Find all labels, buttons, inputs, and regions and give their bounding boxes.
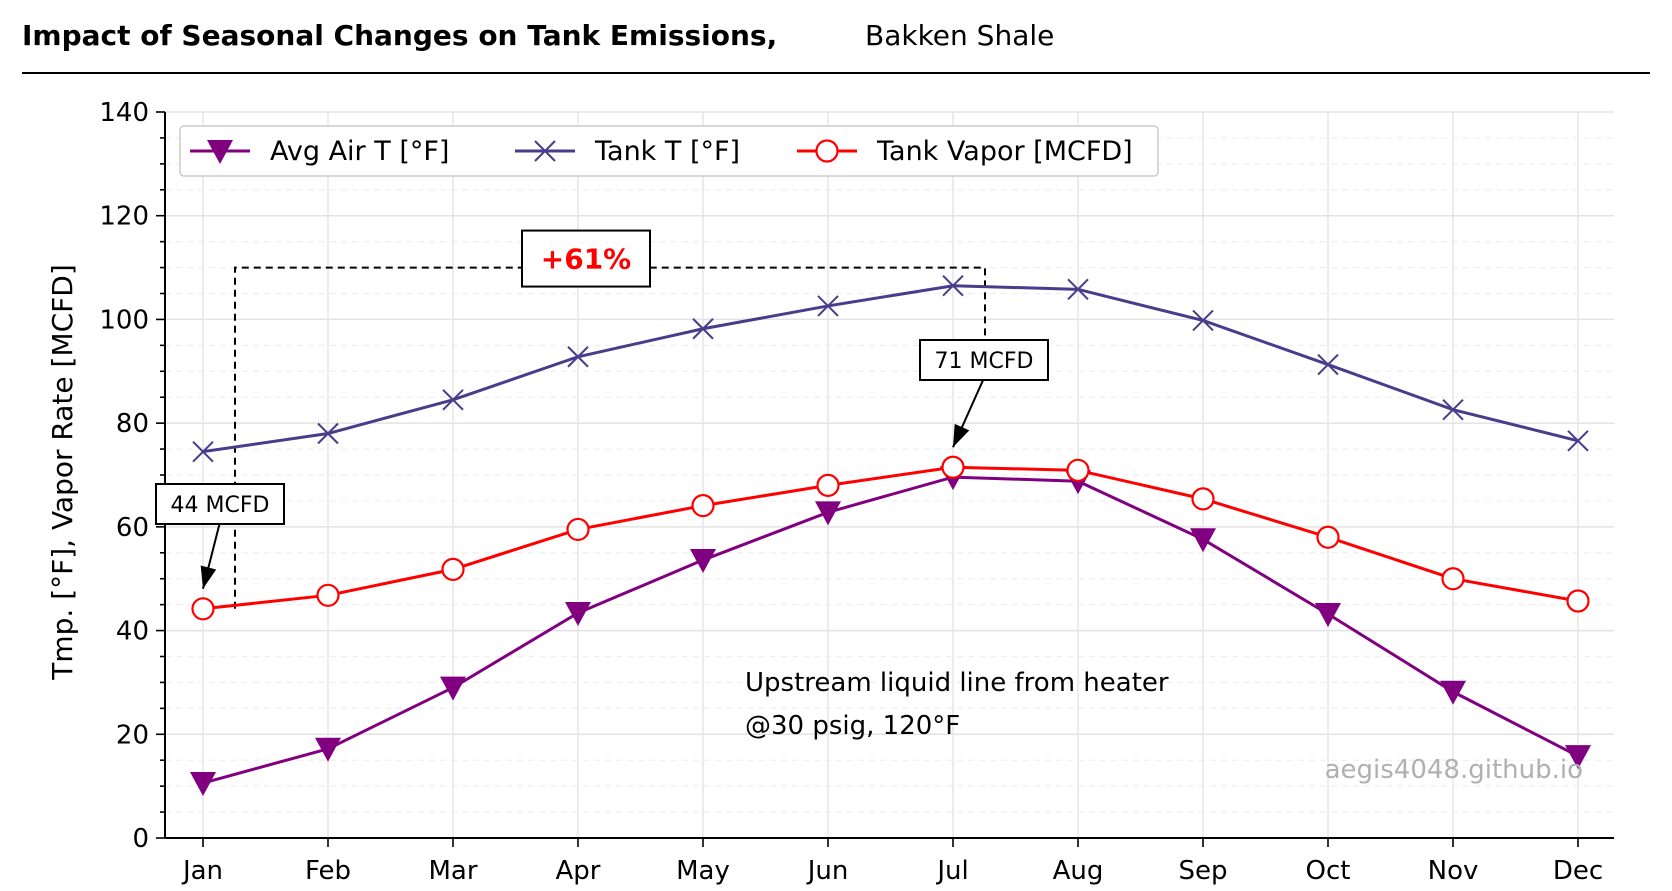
data-point-series-0 bbox=[315, 737, 341, 762]
increase-label: +61% bbox=[541, 243, 631, 276]
legend-label: Avg Air T [°F] bbox=[270, 136, 449, 167]
x-tick-label: Apr bbox=[556, 856, 601, 886]
legend-marker bbox=[207, 140, 233, 164]
data-point-series-1 bbox=[1192, 309, 1214, 332]
legend-box bbox=[179, 125, 1159, 177]
increase-box bbox=[521, 229, 651, 288]
x-tick-label: Feb bbox=[305, 856, 351, 886]
data-point-series-0 bbox=[815, 501, 841, 526]
data-point-series-2 bbox=[1566, 589, 1590, 613]
series bbox=[190, 275, 1591, 797]
series-line-2 bbox=[202, 465, 1579, 611]
y-tick-label: 140 bbox=[99, 98, 149, 128]
x-tick-label: Nov bbox=[1428, 856, 1479, 886]
data-point-series-1 bbox=[1317, 353, 1339, 376]
data-point-series-2 bbox=[1316, 525, 1340, 549]
x-tick-label: Sep bbox=[1178, 856, 1227, 886]
data-point-series-1 bbox=[192, 440, 214, 463]
data-point-series-2 bbox=[1441, 567, 1465, 591]
data-point-series-2 bbox=[191, 597, 215, 621]
data-point-series-2 bbox=[1191, 487, 1215, 511]
data-point-series-0 bbox=[565, 601, 591, 626]
data-point-series-1 bbox=[442, 389, 464, 411]
y-tick-label: 0 bbox=[132, 824, 149, 854]
legend-marker bbox=[815, 139, 839, 163]
data-point-series-2 bbox=[316, 583, 340, 607]
y-tick-label: 40 bbox=[116, 617, 149, 647]
series-line-1 bbox=[202, 284, 1579, 454]
data-point-series-1-stroke bbox=[817, 295, 839, 317]
legend-marker-stroke bbox=[534, 140, 556, 162]
callout-jan-arrowhead bbox=[200, 565, 217, 589]
data-point-series-2 bbox=[816, 473, 840, 497]
legend-marker bbox=[534, 140, 556, 162]
data-point-series-1 bbox=[942, 275, 964, 297]
data-point-series-1-stroke bbox=[942, 275, 964, 297]
data-point-series-1-stroke bbox=[442, 389, 464, 411]
data-point-series-2 bbox=[691, 493, 715, 518]
data-point-series-0 bbox=[1315, 602, 1341, 627]
x-tick-label: May bbox=[676, 856, 730, 886]
data-point-series-1 bbox=[817, 295, 839, 317]
data-point-series-2 bbox=[941, 455, 965, 479]
x-tick-label: Mar bbox=[428, 856, 477, 886]
legend: Avg Air T [°F] Tank T [°F] Tank Vapor [MCF… bbox=[179, 125, 1159, 177]
y-axis-label: Tmp. [°F], Vapor Rate [MCFD] bbox=[46, 264, 79, 681]
data-point-series-1 bbox=[1442, 398, 1464, 421]
data-point-series-1 bbox=[567, 346, 589, 368]
legend-label: Tank T [°F] bbox=[594, 136, 740, 167]
callout-jul-arrowhead bbox=[953, 423, 970, 448]
x-tick-label: Oct bbox=[1306, 856, 1351, 886]
x-tick-label: Dec bbox=[1553, 856, 1603, 886]
data-point-series-0 bbox=[1190, 528, 1216, 553]
y-tick-label: 100 bbox=[99, 305, 149, 335]
data-point-series-2 bbox=[441, 557, 465, 581]
data-point-series-0 bbox=[440, 676, 466, 701]
data-point-series-0 bbox=[1440, 680, 1466, 705]
data-point-series-1-stroke bbox=[1317, 353, 1339, 376]
data-point-series-0 bbox=[1565, 745, 1591, 770]
data-point-series-2 bbox=[566, 517, 590, 542]
y-tick-label: 60 bbox=[116, 513, 149, 543]
data-point-series-1 bbox=[692, 318, 714, 340]
axes: 0 20 40 60 80 100 120 140 Jan Feb Mar Apr May Jun Jul A… bbox=[99, 98, 1614, 886]
chart-subtitle: Bakken Shale bbox=[865, 19, 1054, 52]
callout-jan-label: 44 MCFD bbox=[171, 493, 270, 518]
data-point-series-1-stroke bbox=[1567, 430, 1589, 452]
data-point-series-1-stroke bbox=[1192, 309, 1214, 332]
note-line-2: @30 psig, 120°F bbox=[745, 711, 960, 741]
series-line-0 bbox=[202, 475, 1579, 785]
y-tick-label: 80 bbox=[116, 409, 149, 439]
bracket-line bbox=[234, 266, 986, 609]
watermark: aegis4048.github.io bbox=[1325, 755, 1583, 785]
data-point-series-1-stroke bbox=[192, 440, 214, 463]
data-point-series-1 bbox=[317, 422, 339, 445]
x-tick-label: Jul bbox=[935, 856, 968, 886]
data-point-series-1-stroke bbox=[692, 318, 714, 340]
data-point-series-1-stroke bbox=[1442, 398, 1464, 421]
data-point-series-2 bbox=[1066, 458, 1090, 482]
annotations: +61% 44 MCFD 71 MCFD bbox=[155, 229, 1049, 609]
data-point-series-0 bbox=[690, 549, 716, 574]
callout-jan-box bbox=[155, 483, 285, 525]
x-tick-label: Aug bbox=[1053, 856, 1104, 886]
chart-title: Impact of Seasonal Changes on Tank Emiss… bbox=[22, 19, 777, 52]
note-line-1: Upstream liquid line from heater bbox=[745, 668, 1169, 698]
x-tick-label: Jun bbox=[806, 856, 849, 886]
data-point-series-1-stroke bbox=[567, 346, 589, 368]
y-tick-label: 120 bbox=[99, 202, 149, 232]
data-point-series-1 bbox=[1067, 278, 1089, 301]
data-point-series-1-stroke bbox=[317, 422, 339, 445]
callout-jul-label: 71 MCFD bbox=[935, 349, 1034, 374]
y-tick-label: 20 bbox=[116, 720, 149, 750]
callout-jul-box bbox=[919, 339, 1049, 381]
data-point-series-1 bbox=[1567, 430, 1589, 452]
legend-label: Tank Vapor [MCFD] bbox=[876, 136, 1133, 167]
data-point-series-1-stroke bbox=[1067, 278, 1089, 301]
x-tick-label: Jan bbox=[181, 856, 223, 886]
data-point-series-0 bbox=[190, 772, 216, 797]
